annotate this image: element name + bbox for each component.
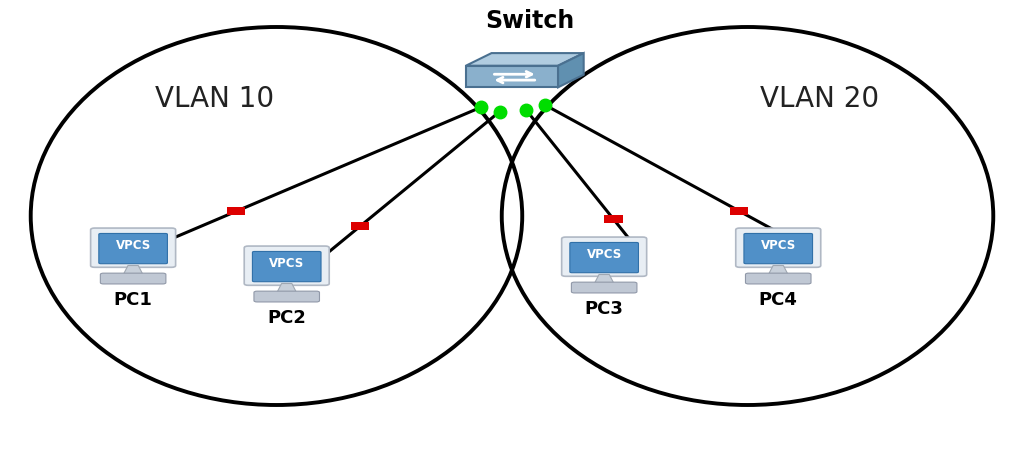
Polygon shape: [768, 266, 788, 275]
Polygon shape: [123, 266, 143, 275]
FancyBboxPatch shape: [350, 222, 370, 230]
Text: VPCS: VPCS: [269, 257, 304, 270]
Text: VPCS: VPCS: [116, 239, 151, 252]
FancyBboxPatch shape: [227, 207, 246, 216]
Text: VLAN 20: VLAN 20: [760, 85, 879, 113]
FancyBboxPatch shape: [98, 234, 168, 264]
FancyBboxPatch shape: [735, 228, 821, 267]
Polygon shape: [558, 53, 584, 87]
FancyBboxPatch shape: [254, 291, 319, 302]
Text: VPCS: VPCS: [587, 248, 622, 261]
Text: VPCS: VPCS: [761, 239, 796, 252]
FancyBboxPatch shape: [245, 246, 330, 285]
Text: PC4: PC4: [759, 291, 798, 309]
FancyBboxPatch shape: [90, 228, 176, 267]
FancyBboxPatch shape: [743, 234, 813, 264]
FancyBboxPatch shape: [253, 252, 322, 282]
Polygon shape: [276, 284, 297, 293]
Text: VLAN 10: VLAN 10: [156, 85, 274, 113]
FancyBboxPatch shape: [100, 273, 166, 284]
Polygon shape: [466, 53, 584, 66]
Text: PC1: PC1: [114, 291, 153, 309]
FancyBboxPatch shape: [730, 207, 749, 215]
Polygon shape: [594, 274, 614, 284]
Polygon shape: [466, 66, 558, 87]
Text: PC3: PC3: [585, 300, 624, 318]
FancyBboxPatch shape: [571, 282, 637, 293]
Text: Switch: Switch: [485, 9, 574, 33]
Text: PC2: PC2: [267, 309, 306, 327]
FancyBboxPatch shape: [745, 273, 811, 284]
FancyBboxPatch shape: [604, 215, 623, 223]
FancyBboxPatch shape: [569, 243, 639, 273]
FancyBboxPatch shape: [561, 237, 647, 276]
